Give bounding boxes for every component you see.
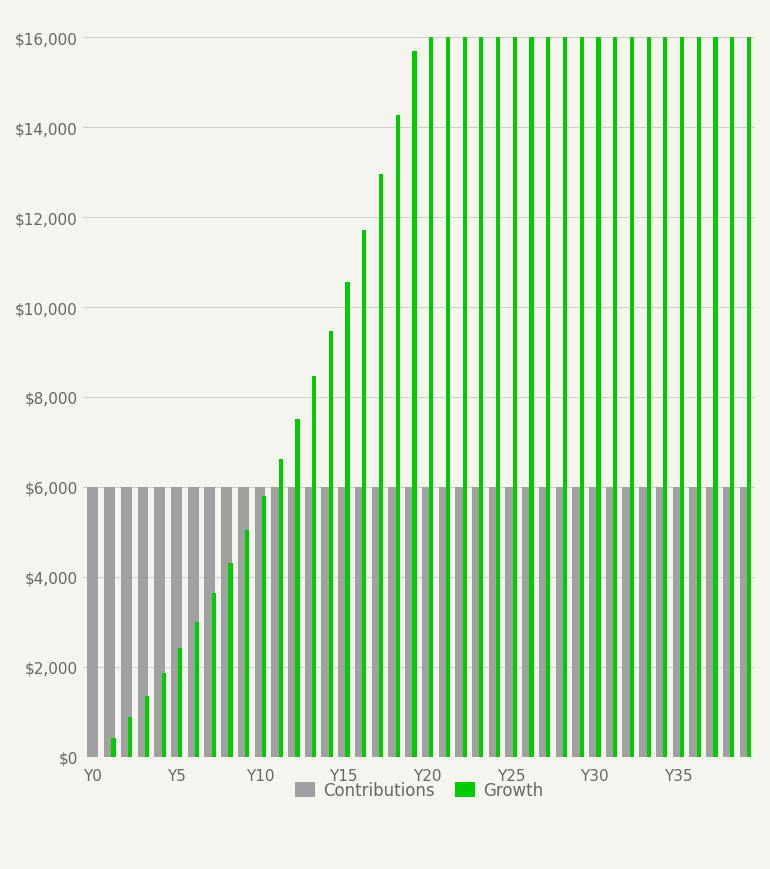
Bar <box>329 331 333 757</box>
Bar <box>530 0 534 757</box>
Bar <box>296 420 300 757</box>
Bar <box>405 488 416 757</box>
Bar <box>229 563 233 757</box>
Bar <box>255 488 266 757</box>
Bar <box>630 0 634 757</box>
Bar <box>204 488 216 757</box>
Bar <box>455 488 466 757</box>
Bar <box>338 488 349 757</box>
Bar <box>580 0 584 757</box>
Bar <box>221 488 232 757</box>
Bar <box>138 488 149 757</box>
Bar <box>563 0 567 757</box>
Bar <box>539 488 550 757</box>
Bar <box>689 488 700 757</box>
Bar <box>747 0 751 757</box>
Bar <box>346 282 350 757</box>
Bar <box>112 738 116 757</box>
Bar <box>279 459 283 757</box>
Bar <box>388 488 399 757</box>
Bar <box>489 488 500 757</box>
Bar <box>245 531 249 757</box>
Bar <box>739 488 751 757</box>
Bar <box>238 488 249 757</box>
Bar <box>656 488 667 757</box>
Bar <box>589 488 600 757</box>
Bar <box>171 488 182 757</box>
Bar <box>647 0 651 757</box>
Bar <box>413 52 417 757</box>
Bar <box>195 622 199 757</box>
Bar <box>305 488 316 757</box>
Bar <box>87 488 99 757</box>
Bar <box>613 0 618 757</box>
Bar <box>121 488 132 757</box>
Bar <box>379 176 383 757</box>
Bar <box>546 0 551 757</box>
Bar <box>663 0 668 757</box>
Bar <box>730 0 735 757</box>
Bar <box>154 488 165 757</box>
Bar <box>472 488 483 757</box>
Bar <box>513 0 517 757</box>
Bar <box>271 488 282 757</box>
Bar <box>321 488 333 757</box>
Bar <box>262 496 266 757</box>
Bar <box>429 0 434 757</box>
Bar <box>680 0 684 757</box>
Bar <box>479 0 484 757</box>
Bar <box>713 0 718 757</box>
Bar <box>104 488 115 757</box>
Bar <box>212 594 216 757</box>
Bar <box>162 673 166 757</box>
Bar <box>396 116 400 757</box>
Bar <box>179 648 182 757</box>
Bar <box>556 488 567 757</box>
Bar <box>723 488 734 757</box>
Bar <box>697 0 701 757</box>
Bar <box>505 488 516 757</box>
Bar <box>639 488 650 757</box>
Bar <box>362 231 367 757</box>
Bar <box>312 377 316 757</box>
Bar <box>496 0 500 757</box>
Legend: Contributions, Growth: Contributions, Growth <box>288 774 550 806</box>
Bar <box>446 0 450 757</box>
Bar <box>422 488 433 757</box>
Bar <box>128 718 132 757</box>
Bar <box>596 0 601 757</box>
Bar <box>355 488 366 757</box>
Bar <box>372 488 383 757</box>
Bar <box>288 488 299 757</box>
Bar <box>622 488 634 757</box>
Bar <box>463 0 467 757</box>
Bar <box>439 488 450 757</box>
Bar <box>606 488 617 757</box>
Bar <box>706 488 717 757</box>
Bar <box>673 488 684 757</box>
Bar <box>522 488 533 757</box>
Bar <box>572 488 583 757</box>
Bar <box>188 488 199 757</box>
Bar <box>145 696 149 757</box>
